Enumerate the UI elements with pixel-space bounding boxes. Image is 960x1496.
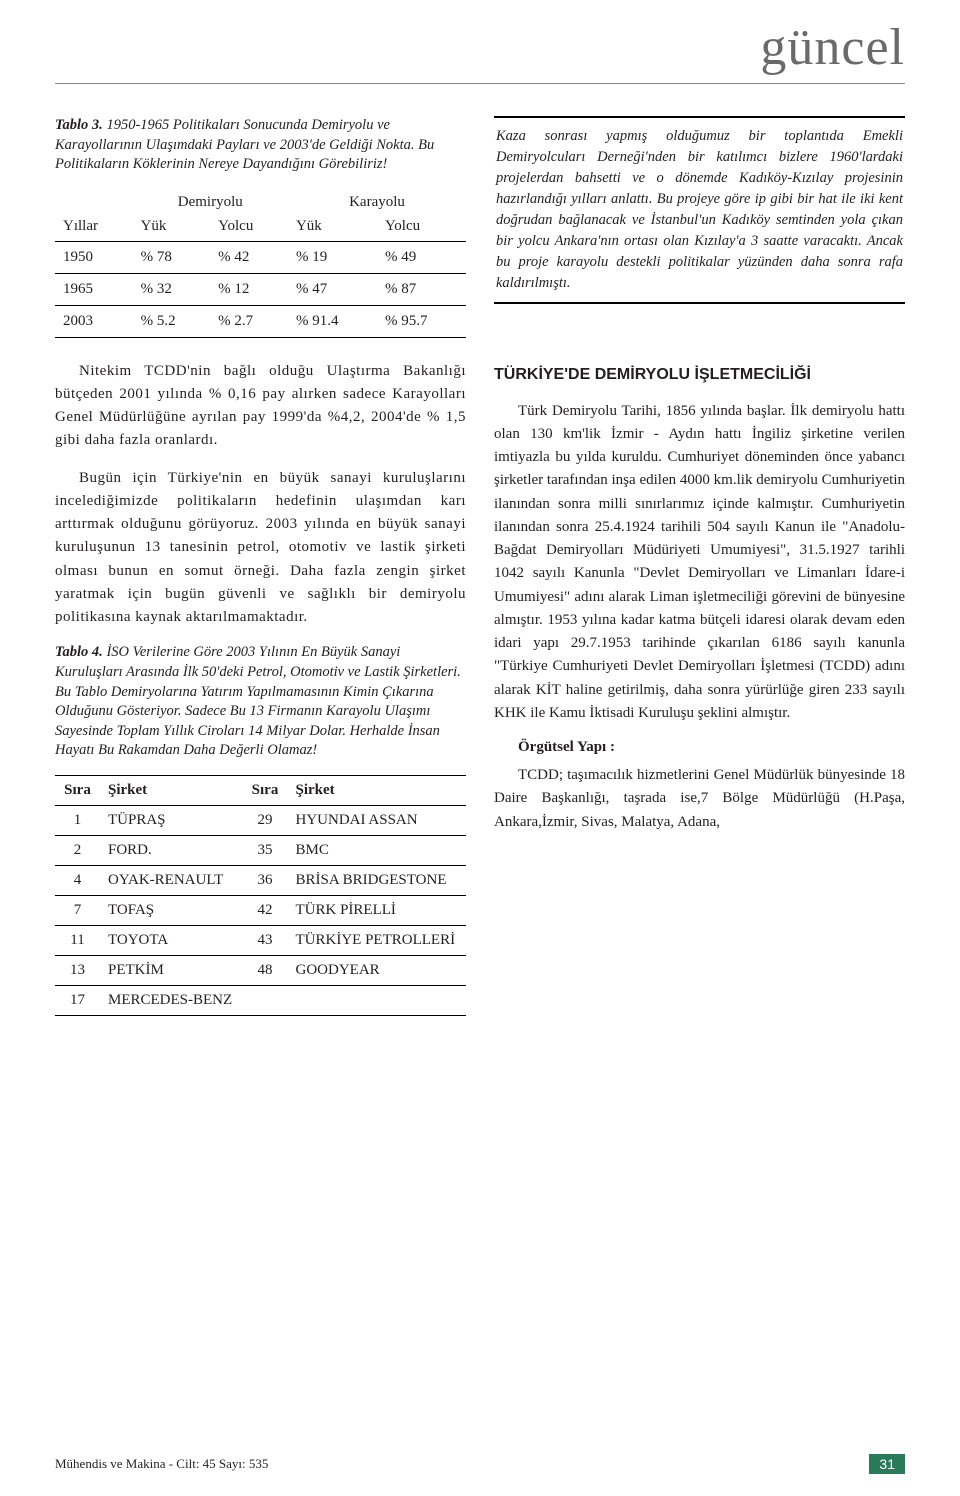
t3-sh-3: Yük [288,213,377,242]
anecdote-text: Kaza sonrası yapmış olduğumuz bir toplan… [496,128,903,291]
lower-right-col: TÜRKİYE'DE DEMİRYOLU İŞLETMECİLİĞİ Türk … [494,360,905,1016]
t3-gh-0 [55,189,133,213]
upper-right-col: Kaza sonrası yapmış olduğumuz bir toplan… [494,116,905,360]
table-row: 4OYAK-RENAULT36BRİSA BRIDGESTONE [55,865,466,895]
left-p1: Nitekim TCDD'nin bağlı olduğu Ulaştırma … [55,360,466,453]
table-row: 2FORD.35BMC [55,835,466,865]
sub-title: Örgütsel Yapı : [494,739,905,756]
right-p2: TCDD; taşımacılık hizmetlerini Genel Müd… [494,764,905,834]
table-row: 17MERCEDES-BENZ [55,985,466,1015]
t3-sh-2: Yolcu [210,213,288,242]
page-footer: Mühendis ve Makina - Cilt: 45 Sayı: 535 … [55,1454,905,1474]
t3-sh-0: Yıllar [55,213,133,242]
table-row: 2003% 5.2% 2.7% 91.4% 95.7 [55,305,466,337]
header-rule [55,83,905,84]
t4-body: 1TÜPRAŞ29HYUNDAI ASSAN 2FORD.35BMC 4OYAK… [55,805,466,1015]
table3-caption-label: Tablo 3. [55,117,103,133]
t3-sh-4: Yolcu [377,213,466,242]
t4-h2: Sıra [243,775,288,805]
upper-columns: Tablo 3. 1950-1965 Politikaları Sonucund… [55,116,905,360]
table-row: 7TOFAŞ42TÜRK PİRELLİ [55,895,466,925]
table4-caption-text: İSO Verilerine Göre 2003 Yılının En Büyü… [55,644,461,758]
table4-caption-label: Tablo 4. [55,644,103,660]
t3-sh-1: Yük [133,213,211,242]
table-row: 1965% 32% 12% 47% 87 [55,273,466,305]
t3-body: 1950% 78% 42% 19% 49 1965% 32% 12% 47% 8… [55,241,466,337]
table3-caption: Tablo 3. 1950-1965 Politikaları Sonucund… [55,116,466,175]
table-row: 11TOYOTA43TÜRKİYE PETROLLERİ [55,925,466,955]
lower-columns: Nitekim TCDD'nin bağlı olduğu Ulaştırma … [55,360,905,1016]
t4-h1: Şirket [100,775,243,805]
anecdote-box: Kaza sonrası yapmış olduğumuz bir toplan… [494,116,905,304]
table4-caption: Tablo 4. İSO Verilerine Göre 2003 Yılını… [55,643,466,760]
section-title: TÜRKİYE'DE DEMİRYOLU İŞLETMECİLİĞİ [494,366,905,384]
footer-left: Mühendis ve Makina - Cilt: 45 Sayı: 535 [55,1456,268,1472]
upper-left-col: Tablo 3. 1950-1965 Politikaları Sonucund… [55,116,466,360]
table-row: 13PETKİM48GOODYEAR [55,955,466,985]
left-p2: Bugün için Türkiye'nin en büyük sanayi k… [55,467,466,630]
t4-h3: Şirket [288,775,467,805]
header-title: güncel [760,19,905,76]
lower-left-col: Nitekim TCDD'nin bağlı olduğu Ulaştırma … [55,360,466,1016]
t3-gh-2: Karayolu [288,189,466,213]
table4: Sıra Şirket Sıra Şirket 1TÜPRAŞ29HYUNDAI… [55,775,466,1016]
right-p1: Türk Demiryolu Tarihi, 1856 yılında başl… [494,400,905,726]
table3: Demiryolu Karayolu Yıllar Yük Yolcu Yük … [55,189,466,338]
table-row: 1950% 78% 42% 19% 49 [55,241,466,273]
page-number: 31 [869,1454,905,1474]
table3-caption-text: 1950-1965 Politikaları Sonucunda Demiryo… [55,117,434,172]
page-header: güncel [55,0,905,83]
table-row: 1TÜPRAŞ29HYUNDAI ASSAN [55,805,466,835]
t3-gh-1: Demiryolu [133,189,288,213]
t4-h0: Sıra [55,775,100,805]
